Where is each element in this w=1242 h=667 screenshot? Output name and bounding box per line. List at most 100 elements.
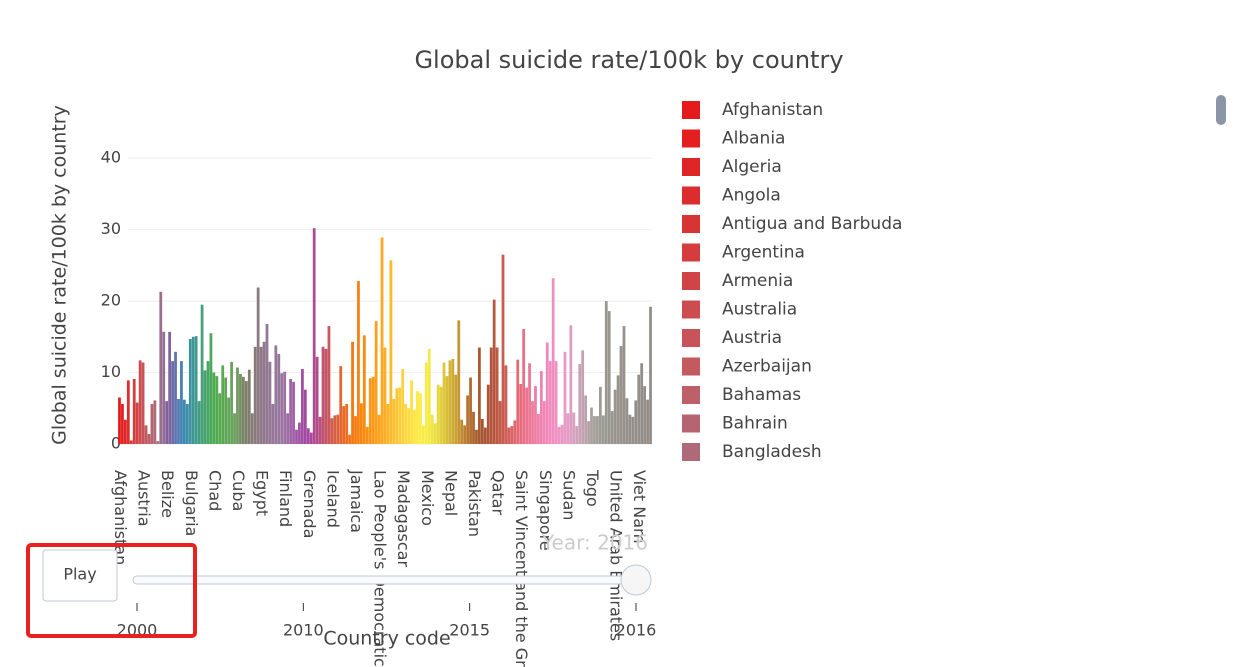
- bar: [121, 403, 124, 444]
- play-button-label[interactable]: Play: [63, 565, 96, 584]
- legend-label[interactable]: Armenia: [722, 271, 793, 291]
- legend-swatch[interactable]: [682, 129, 700, 148]
- bar: [383, 347, 387, 444]
- bar: [309, 432, 313, 444]
- legend-swatch[interactable]: [682, 414, 700, 433]
- bar: [566, 413, 570, 444]
- bar: [436, 384, 440, 444]
- x-tick-label: Chad: [205, 470, 224, 511]
- bar: [203, 370, 207, 444]
- legend-swatch[interactable]: [682, 443, 700, 461]
- bar: [631, 416, 635, 444]
- chart-title: Global suicide rate/100k by country: [414, 46, 843, 74]
- legend-swatch[interactable]: [682, 272, 700, 290]
- x-tick-label: Togo: [583, 469, 602, 507]
- x-tick-label: Afghanistan: [111, 470, 130, 565]
- scrollbar[interactable]: [1216, 95, 1226, 125]
- legend-label[interactable]: Argentina: [722, 243, 805, 263]
- bar: [224, 377, 228, 444]
- legend-swatch[interactable]: [682, 215, 700, 233]
- bar: [274, 345, 278, 444]
- slider-step-label[interactable]: 2016: [616, 621, 657, 640]
- bar: [457, 320, 461, 444]
- bar: [427, 348, 431, 444]
- bar: [277, 353, 281, 444]
- legend-label[interactable]: Albania: [722, 129, 785, 149]
- bar: [188, 338, 192, 444]
- bar: [554, 361, 558, 444]
- bar: [392, 398, 396, 444]
- x-tick-label: United Arab Emirates: [607, 470, 626, 641]
- legend-swatch[interactable]: [682, 300, 700, 319]
- y-tick-label: 30: [101, 219, 121, 238]
- bar: [519, 383, 523, 444]
- legend-swatch[interactable]: [682, 329, 700, 347]
- bar: [466, 395, 469, 444]
- legend-swatch[interactable]: [682, 386, 700, 404]
- legend-swatch[interactable]: [682, 243, 700, 262]
- bar: [182, 399, 186, 444]
- slider-handle[interactable]: [620, 564, 652, 596]
- y-tick-label: 10: [101, 362, 121, 381]
- bar: [537, 413, 540, 444]
- bar: [118, 397, 121, 444]
- legend-label[interactable]: Australia: [722, 300, 797, 320]
- bar: [607, 311, 611, 444]
- y-tick-label: 40: [101, 148, 121, 167]
- bar: [625, 398, 629, 444]
- bar: [357, 281, 360, 444]
- slider-track[interactable]: [132, 575, 641, 585]
- bar: [259, 346, 263, 444]
- bar: [324, 348, 328, 444]
- bar: [150, 403, 154, 444]
- bar: [545, 342, 549, 444]
- legend-swatch[interactable]: [682, 186, 700, 205]
- legend-label[interactable]: Bahrain: [722, 414, 788, 434]
- bar: [643, 386, 647, 444]
- slider-step-label[interactable]: 2010: [283, 621, 324, 640]
- bar: [215, 376, 219, 444]
- bar: [153, 400, 157, 444]
- bar: [386, 403, 390, 444]
- bar: [492, 299, 496, 444]
- legend-swatch[interactable]: [682, 357, 700, 376]
- x-tick-label: Egypt: [253, 470, 272, 516]
- legend-label[interactable]: Austria: [722, 328, 782, 348]
- legend-label[interactable]: Afghanistan: [722, 100, 823, 120]
- x-axis-title: Country code: [323, 628, 450, 650]
- bar: [168, 331, 172, 444]
- bar: [206, 361, 210, 444]
- play-button[interactable]: [42, 549, 118, 602]
- bar: [604, 301, 608, 444]
- bar: [339, 366, 343, 444]
- bar: [539, 371, 543, 444]
- bar: [177, 398, 180, 444]
- bar: [613, 389, 617, 444]
- legend-label[interactable]: Angola: [722, 186, 781, 206]
- legend-label[interactable]: Azerbaijan: [722, 357, 812, 377]
- bar: [448, 360, 452, 444]
- bar: [610, 411, 614, 444]
- bar: [548, 361, 552, 444]
- bar: [413, 409, 416, 444]
- bar: [528, 363, 531, 444]
- legend-swatch[interactable]: [682, 101, 700, 119]
- bar: [348, 434, 351, 444]
- x-tick-label: Finland: [276, 470, 295, 527]
- legend-swatch[interactable]: [682, 158, 700, 176]
- bar: [371, 376, 375, 444]
- legend-label[interactable]: Bangladesh: [722, 442, 822, 462]
- bar: [318, 416, 322, 444]
- bar: [560, 424, 564, 444]
- legend-label[interactable]: Bahamas: [722, 385, 801, 405]
- bar: [244, 381, 248, 444]
- bar: [362, 335, 366, 444]
- slider-step-label[interactable]: 2015: [449, 621, 490, 640]
- legend-label[interactable]: Algeria: [722, 157, 782, 177]
- bar: [162, 331, 166, 444]
- bar: [640, 363, 644, 444]
- bar: [601, 415, 605, 444]
- bar: [144, 425, 148, 444]
- legend-label[interactable]: Antigua and Barbuda: [722, 214, 902, 234]
- bar: [451, 358, 455, 444]
